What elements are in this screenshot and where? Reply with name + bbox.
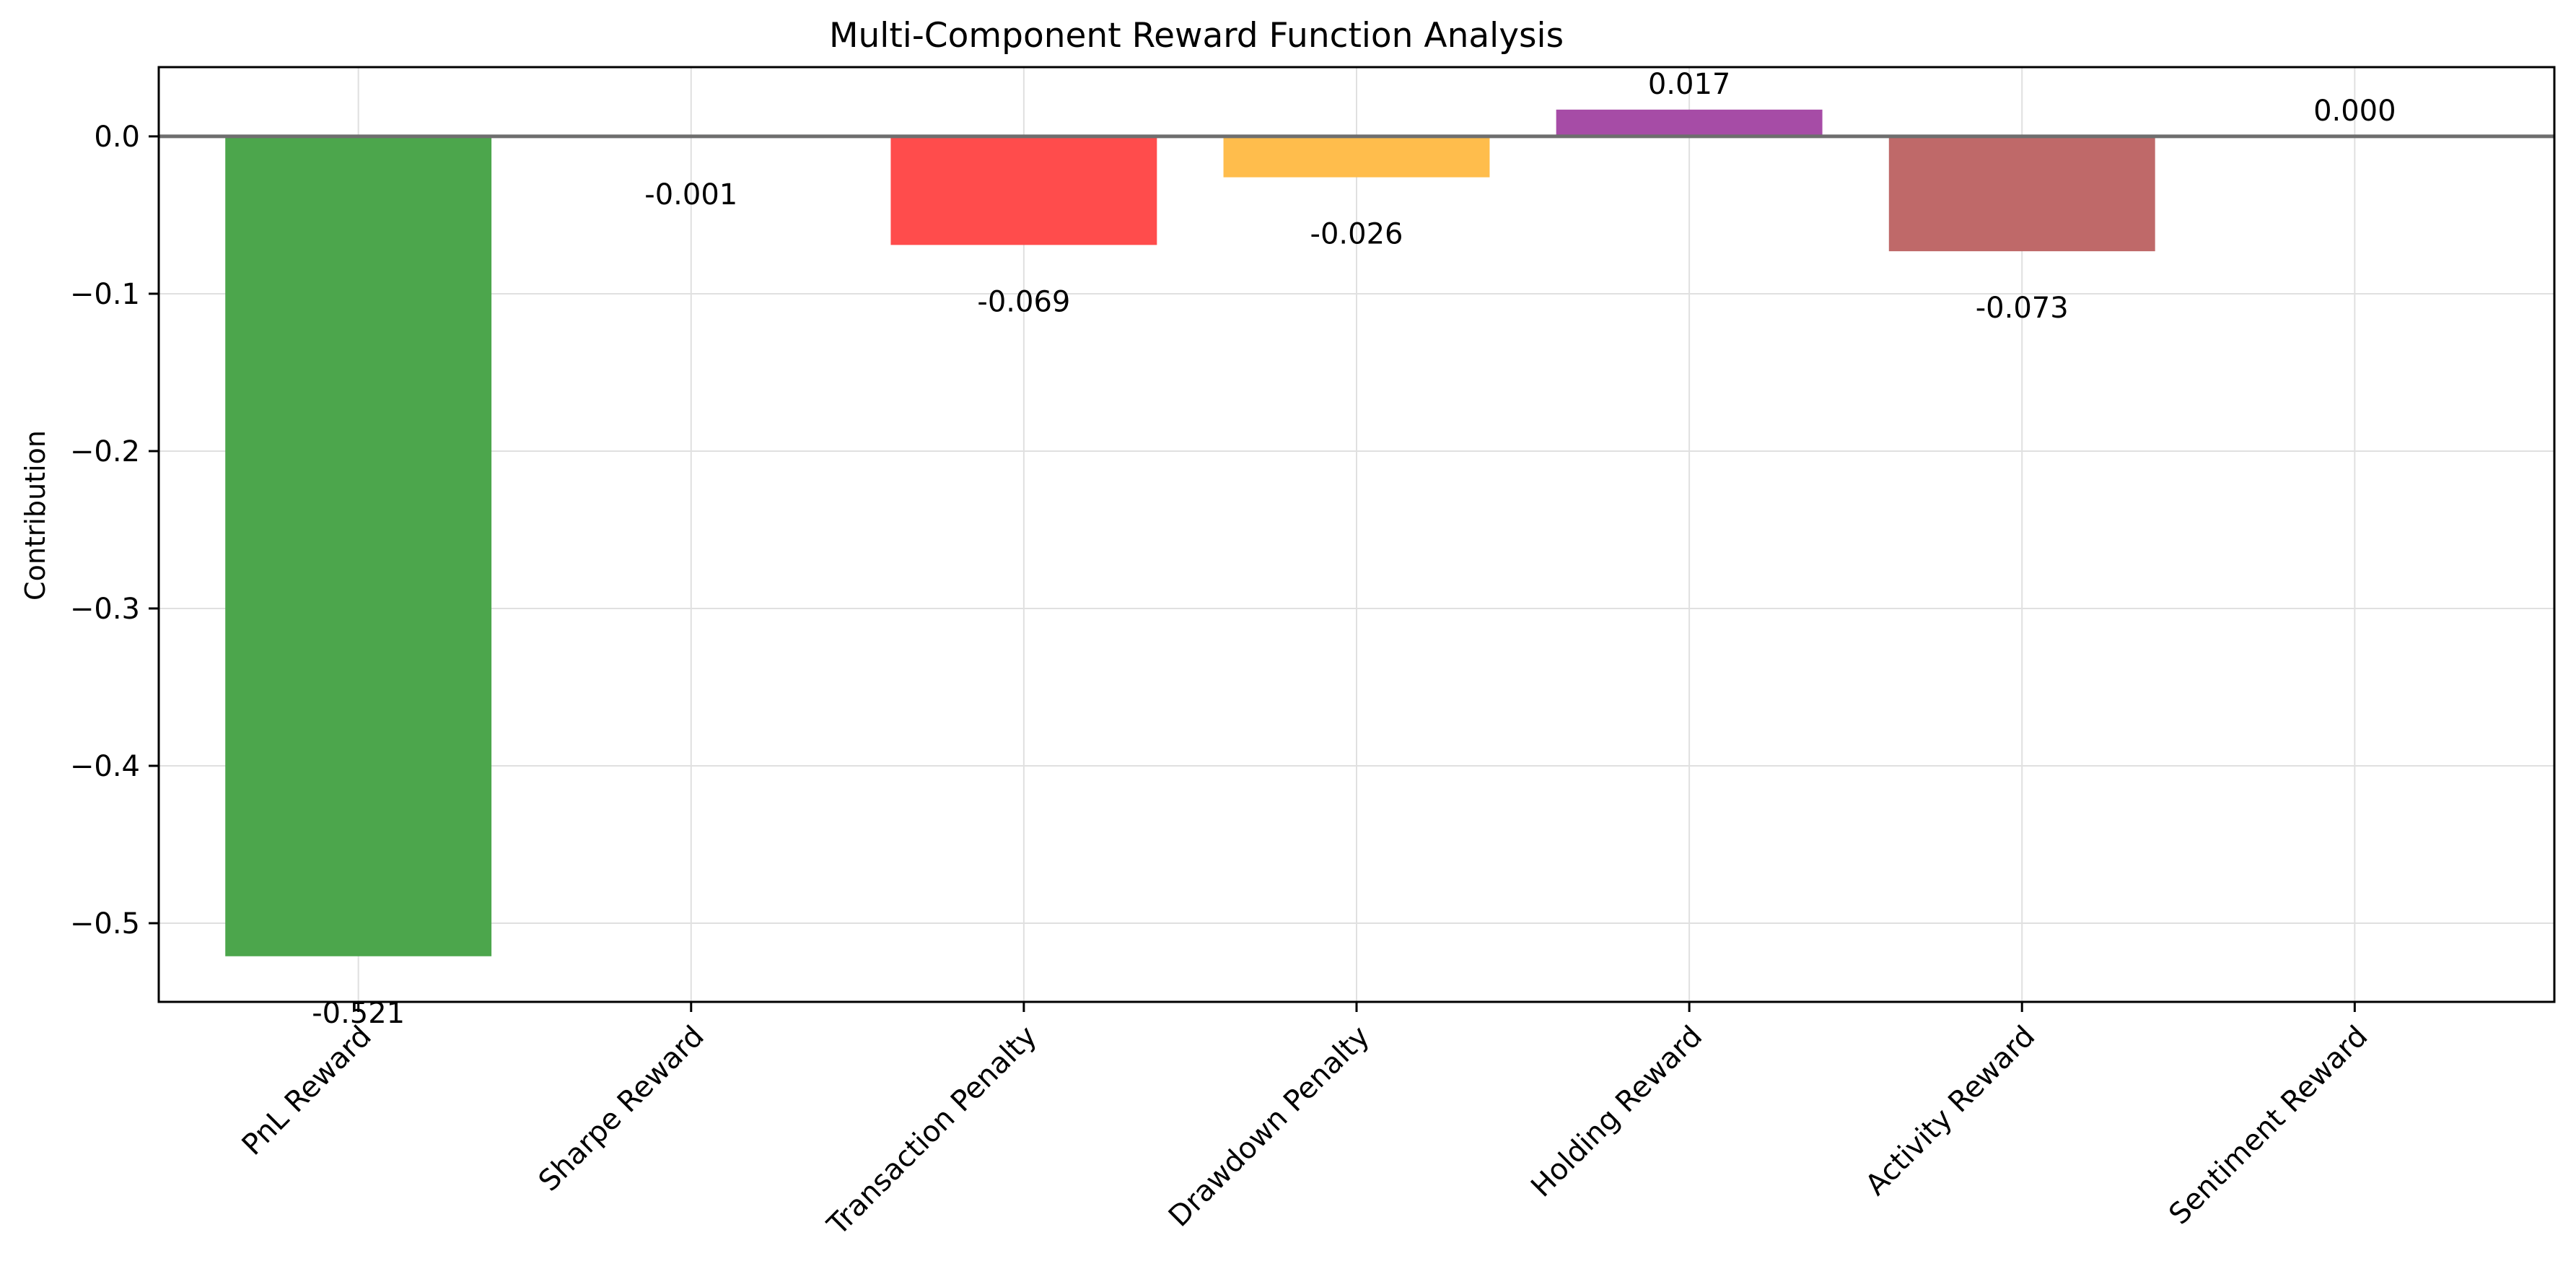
bar-value-label: -0.069 bbox=[977, 285, 1070, 318]
y-tick-label: −0.5 bbox=[70, 907, 140, 941]
x-tick-label: Sentiment Reward bbox=[2163, 1020, 2374, 1231]
bar bbox=[1556, 109, 1823, 136]
y-tick-label: −0.3 bbox=[70, 593, 140, 626]
x-axis-ticks: PnL Reward Sharpe Reward Transaction Penal… bbox=[236, 1002, 2374, 1242]
y-tick-label: −0.4 bbox=[70, 750, 140, 783]
x-tick-label: PnL Reward bbox=[236, 1020, 378, 1162]
y-tick-label: −0.1 bbox=[70, 278, 140, 311]
gridlines bbox=[159, 67, 2554, 1002]
x-tick-label: Drawdown Penalty bbox=[1162, 1020, 1376, 1234]
x-tick-label: Transaction Penalty bbox=[821, 1020, 1043, 1242]
bar-value-label: -0.521 bbox=[312, 997, 405, 1030]
bar-value-label: 0.017 bbox=[1648, 68, 1731, 101]
bar bbox=[1223, 136, 1490, 178]
bar-value-label: -0.026 bbox=[1310, 218, 1403, 251]
bar-value-label: -0.073 bbox=[1976, 292, 2069, 325]
bar-value-label: 0.000 bbox=[2313, 95, 2396, 128]
bar bbox=[225, 136, 492, 956]
y-tick-label: 0.0 bbox=[94, 121, 140, 154]
bar bbox=[1888, 136, 2155, 252]
bars bbox=[225, 109, 2488, 956]
x-tick-label: Activity Reward bbox=[1859, 1020, 2042, 1203]
x-tick-label: Sharpe Reward bbox=[533, 1020, 711, 1198]
y-tick-label: −0.2 bbox=[70, 435, 140, 468]
bar-value-label: -0.001 bbox=[644, 178, 737, 211]
y-axis-ticks: 0.0 −0.1 −0.2 −0.3 −0.4 −0.5 bbox=[70, 121, 159, 941]
y-axis-label: Contribution bbox=[19, 430, 51, 601]
x-tick-label: Holding Reward bbox=[1525, 1020, 1709, 1204]
chart-title: Multi-Component Reward Function Analysis bbox=[829, 16, 1564, 56]
bar bbox=[890, 136, 1157, 245]
value-labels: -0.521 -0.001 -0.069 -0.026 0.017 -0.073 0.000 bbox=[312, 68, 2396, 1030]
